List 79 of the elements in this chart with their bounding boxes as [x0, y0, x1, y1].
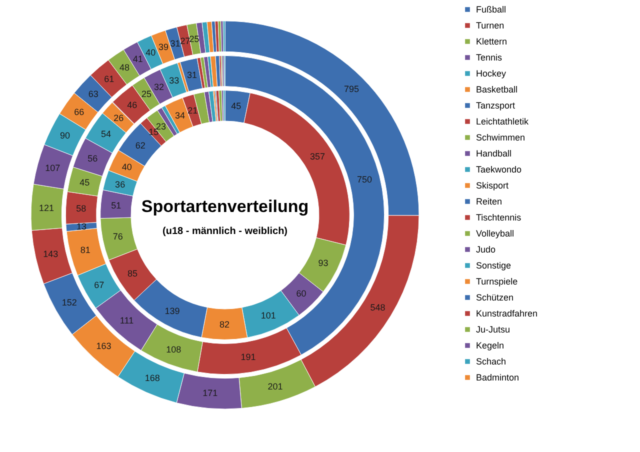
data-label: 121: [38, 202, 54, 213]
data-label: 101: [260, 310, 276, 320]
data-label: 26: [114, 112, 124, 123]
legend-label: Ju-Jutsu: [476, 324, 510, 334]
data-label: 32: [154, 82, 164, 92]
data-label: 85: [127, 268, 138, 278]
data-label: 45: [80, 178, 90, 188]
data-label: 108: [166, 344, 182, 355]
data-label: 36: [115, 179, 126, 190]
data-label: 39: [158, 42, 169, 52]
data-label: 168: [144, 373, 160, 384]
data-label: 67: [94, 280, 104, 290]
data-label: 81: [80, 245, 90, 256]
data-label: 60: [296, 288, 306, 298]
data-label: 27: [180, 36, 190, 46]
text: (u18 - männlich - weiblich): [162, 226, 288, 237]
data-label: 46: [127, 100, 138, 110]
legend-label: Judo: [476, 244, 496, 254]
data-label: 191: [240, 352, 256, 362]
legend-label: Taekwondo: [476, 164, 522, 174]
data-label: 61: [104, 74, 114, 84]
data-label: 107: [45, 163, 60, 174]
data-label: 34: [174, 110, 185, 120]
data-label: 21: [188, 106, 198, 116]
legend-label: Leichtathletik: [476, 116, 530, 126]
legend-label: Tanzsport: [476, 100, 516, 110]
legend-label: Sonstige: [476, 260, 512, 270]
data-label: 54: [100, 128, 112, 139]
data-label: 90: [60, 130, 70, 141]
data-label: 33: [169, 75, 180, 86]
data-label: 63: [88, 89, 98, 100]
data-label: 62: [135, 140, 146, 151]
data-label: 23: [156, 121, 166, 132]
legend-label: Klettern: [476, 36, 508, 46]
legend-label: Handball: [476, 148, 512, 158]
data-label: 139: [164, 306, 180, 316]
data-label: 143: [43, 249, 58, 260]
legend-label: Schwimmen: [476, 132, 526, 142]
data-label: 40: [146, 48, 156, 58]
legend-label: Fußball: [476, 4, 506, 14]
data-label: 357: [310, 152, 326, 162]
legend-label: Tischtennis: [476, 212, 522, 222]
legend-label: Tennis: [476, 52, 503, 62]
legend-label: Schach: [476, 356, 506, 366]
legend-label: Skisport: [476, 180, 510, 190]
legend-label: Hockey: [476, 68, 507, 78]
data-label: 31: [187, 70, 198, 80]
data-label: 750: [357, 174, 372, 184]
data-label: 82: [220, 319, 230, 330]
legend-label: Turnspiele: [476, 276, 518, 286]
data-label: 13: [76, 222, 86, 232]
data-label: 56: [88, 153, 98, 164]
data-label: 45: [231, 101, 242, 112]
data-label: 93: [318, 258, 328, 268]
legend-label: Volleyball: [476, 228, 514, 238]
legend-label: Kunstradfahren: [476, 308, 538, 318]
data-label: 111: [120, 315, 134, 326]
data-label: 40: [122, 162, 132, 172]
data-label: 48: [119, 62, 130, 72]
text: Sportartenverteilung: [141, 197, 309, 216]
data-label: 41: [132, 54, 143, 64]
data-label: 51: [111, 200, 122, 210]
data-label: 201: [268, 381, 283, 392]
legend-label: Badminton: [476, 372, 520, 382]
data-label: 76: [112, 232, 123, 242]
data-label: 58: [76, 204, 86, 214]
data-label: 25: [142, 89, 152, 100]
legend-label: Turnen: [476, 20, 504, 30]
data-label: 152: [62, 298, 77, 308]
legend-label: Reiten: [476, 196, 502, 206]
data-label: 795: [344, 84, 360, 94]
legend-label: Basketball: [476, 84, 518, 94]
data-label: 66: [74, 106, 84, 117]
legend-label: Schützen: [476, 292, 514, 302]
data-label: 171: [202, 388, 218, 398]
data-label: 548: [370, 302, 386, 313]
legend-label: Kegeln: [476, 340, 504, 350]
data-label: 163: [96, 341, 112, 352]
data-label: 31: [170, 38, 180, 48]
